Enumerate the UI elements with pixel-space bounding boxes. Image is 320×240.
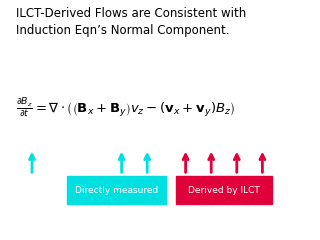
Text: Directly measured: Directly measured (75, 186, 158, 195)
Text: $\frac{\partial B_z}{\partial t} = \nabla \cdot \left( \left( \mathbf{B}_x + \ma: $\frac{\partial B_z}{\partial t} = \nabl… (16, 96, 235, 120)
FancyBboxPatch shape (176, 176, 272, 204)
Text: Derived by ILCT: Derived by ILCT (188, 186, 260, 195)
FancyBboxPatch shape (67, 176, 166, 204)
Text: ILCT-Derived Flows are Consistent with
Induction Eqn’s Normal Component.: ILCT-Derived Flows are Consistent with I… (16, 7, 246, 37)
